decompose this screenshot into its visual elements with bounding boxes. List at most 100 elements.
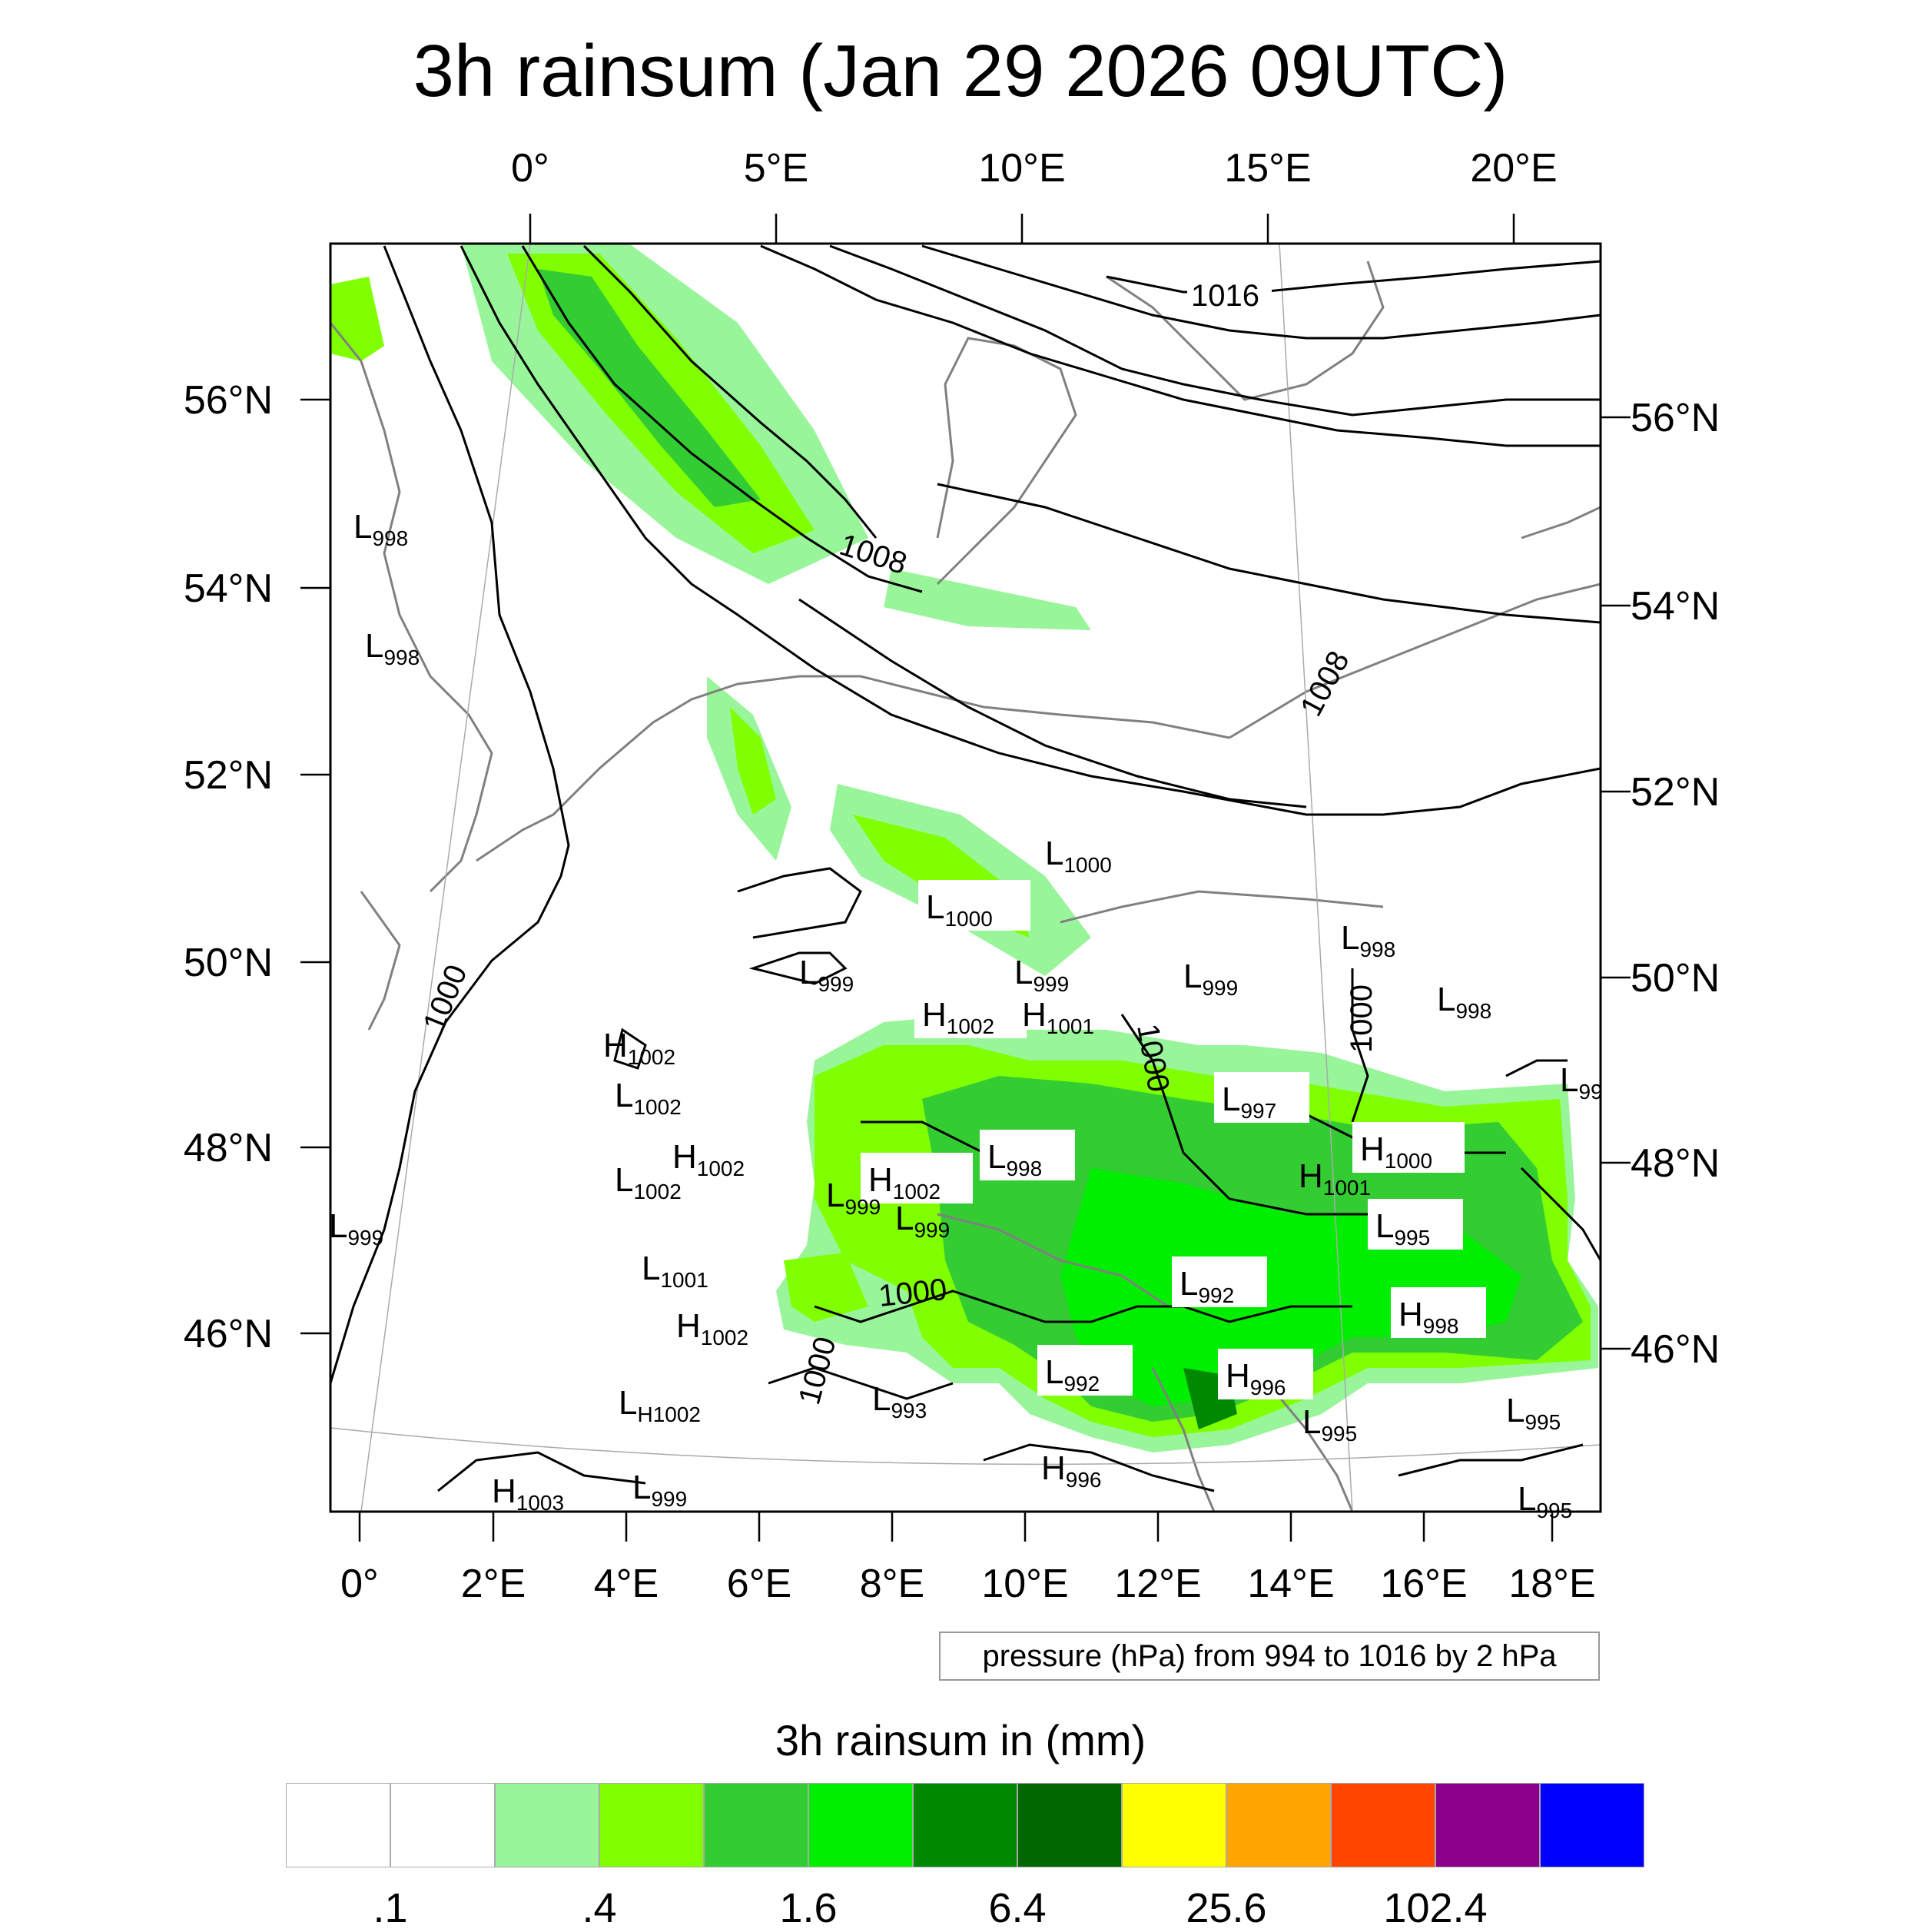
pressure-center-box bbox=[1218, 1349, 1313, 1399]
low-pressure-center: L995 bbox=[1302, 1403, 1357, 1446]
high-pressure-center: H996 bbox=[1226, 1357, 1286, 1399]
isobar-label: 1000 bbox=[877, 1273, 948, 1313]
high-pressure-center: H1000 bbox=[1360, 1130, 1432, 1173]
low-pressure-center: L995 bbox=[1375, 1207, 1430, 1250]
right-axis-label: 54°N bbox=[1631, 584, 1720, 629]
colorbar bbox=[286, 1783, 1644, 1867]
bottom-axis-label: 4°E bbox=[594, 1562, 659, 1606]
bottom-axis-label: 12°E bbox=[1114, 1562, 1201, 1606]
left-axis-label: 48°N bbox=[184, 1126, 273, 1170]
high-pressure-center: H1001 bbox=[1022, 996, 1094, 1038]
pressure-center-box bbox=[1037, 1345, 1133, 1396]
legend-title: 3h rainsum in (mm) bbox=[775, 1716, 1146, 1764]
low-pressure-center: L993 bbox=[872, 1380, 927, 1422]
low-pressure-center: L998 bbox=[365, 627, 420, 669]
low-pressure-center: L1000 bbox=[926, 888, 993, 931]
low-pressure-center: L999 bbox=[895, 1200, 950, 1242]
low-pressure-center: L995 bbox=[1506, 1392, 1561, 1434]
low-pressure-center: L999 bbox=[799, 954, 854, 996]
low-pressure-center: L999 bbox=[1014, 954, 1069, 996]
right-axis-label: 50°N bbox=[1631, 956, 1720, 1001]
top-axis-label: 15°E bbox=[1224, 146, 1311, 191]
right-axis-label: 52°N bbox=[1631, 770, 1720, 815]
high-pressure-center: H1001 bbox=[1299, 1157, 1371, 1200]
low-pressure-center: L998 bbox=[1341, 919, 1395, 961]
pressure-center-box bbox=[1352, 1122, 1465, 1173]
pressure-center-box bbox=[918, 880, 1030, 931]
high-pressure-center: H1002 bbox=[868, 1161, 941, 1203]
right-axis-label: 48°N bbox=[1631, 1141, 1720, 1186]
colorbar-swatch bbox=[599, 1783, 704, 1867]
bottom-axis-label: 0° bbox=[340, 1562, 379, 1606]
colorbar-label: 25.6 bbox=[1186, 1885, 1267, 1931]
tick-marks bbox=[300, 214, 1631, 1542]
top-axis-label: 20°E bbox=[1470, 146, 1557, 191]
low-pressure-center: L992 bbox=[1179, 1265, 1234, 1307]
pressure-note: pressure (hPa) from 994 to 1016 by 2 hPa bbox=[939, 1632, 1600, 1681]
pressure-centers: L998L998L999H1002L1002H1002L1002L1001H10… bbox=[329, 508, 1603, 1522]
plot-frame bbox=[329, 242, 1602, 1513]
left-axis-labels: 56°N 54°N 52°N 50°N 48°N 46°N bbox=[184, 378, 273, 1356]
top-axis-label: 10°E bbox=[978, 146, 1065, 191]
high-pressure-center: H1002 bbox=[672, 1138, 745, 1180]
low-pressure-center: L999 bbox=[826, 1177, 881, 1219]
colorbar-swatch bbox=[286, 1783, 390, 1867]
left-axis-label: 50°N bbox=[184, 941, 273, 985]
low-pressure-center: L998 bbox=[353, 508, 408, 550]
colorbar-swatch bbox=[390, 1783, 495, 1867]
colorbar-swatch bbox=[1122, 1783, 1226, 1867]
isobar-label: 1000 bbox=[1345, 984, 1379, 1053]
pressure-center-box bbox=[1214, 1072, 1309, 1123]
bottom-axis-label: 8°E bbox=[860, 1562, 924, 1606]
top-axis-label: 5°E bbox=[744, 146, 808, 191]
pressure-center-box bbox=[1172, 1256, 1267, 1307]
right-axis-label: 56°N bbox=[1631, 396, 1720, 440]
high-pressure-center: H1003 bbox=[492, 1472, 564, 1515]
bottom-axis-labels: 0° 2°E 4°E 6°E 8°E 10°E 12°E 14°E 16°E 1… bbox=[340, 1562, 1596, 1606]
isobars bbox=[330, 244, 1601, 1492]
high-pressure-center: H1002 bbox=[922, 996, 994, 1038]
colorbar-label: .4 bbox=[582, 1885, 617, 1931]
low-pressure-center: LH1002 bbox=[619, 1384, 701, 1426]
colorbar-label: .1 bbox=[373, 1885, 408, 1931]
low-pressure-center: L992 bbox=[1045, 1353, 1100, 1396]
low-pressure-center: L999 bbox=[632, 1469, 687, 1511]
colorbar-labels: .1 .4 1.6 6.4 25.6 102.4 bbox=[0, 1884, 1921, 1931]
isobar-label: 1016 bbox=[1191, 279, 1259, 313]
bottom-axis-label: 14°E bbox=[1247, 1562, 1334, 1606]
colorbar-swatch bbox=[495, 1783, 599, 1867]
pressure-center-box bbox=[914, 988, 1027, 1038]
colorbar-label: 6.4 bbox=[988, 1885, 1047, 1931]
bottom-axis-label: 6°E bbox=[727, 1562, 791, 1606]
pressure-center-box bbox=[1368, 1199, 1463, 1250]
colorbar-swatch bbox=[1435, 1783, 1540, 1867]
colorbar-swatch bbox=[1540, 1783, 1644, 1867]
low-pressure-center: L1001 bbox=[642, 1250, 708, 1292]
high-pressure-center: H1002 bbox=[676, 1307, 748, 1349]
colorbar-swatch bbox=[704, 1783, 808, 1867]
colorbar-label: 1.6 bbox=[779, 1885, 838, 1931]
colorbar-label: 102.4 bbox=[1383, 1885, 1488, 1931]
left-axis-label: 56°N bbox=[184, 378, 273, 423]
high-pressure-center: H996 bbox=[1041, 1449, 1102, 1492]
low-pressure-center: L998 bbox=[1437, 981, 1491, 1023]
colorbar-swatch bbox=[1331, 1783, 1435, 1867]
low-pressure-center: L998 bbox=[987, 1138, 1042, 1180]
bottom-axis-label: 18°E bbox=[1508, 1562, 1595, 1606]
bottom-axis-label: 2°E bbox=[461, 1562, 526, 1606]
low-pressure-center: L1002 bbox=[615, 1161, 682, 1203]
pressure-center-box bbox=[980, 1130, 1075, 1180]
right-axis-labels: 56°N 54°N 52°N 50°N 48°N 46°N bbox=[1631, 396, 1720, 1372]
top-axis-labels: 0° 5°E 10°E 15°E 20°E bbox=[511, 146, 1558, 191]
low-pressure-center: L997 bbox=[1222, 1081, 1276, 1123]
low-pressure-center: L995 bbox=[1518, 1480, 1572, 1522]
graticule bbox=[330, 244, 1601, 1512]
colorbar-swatch bbox=[1226, 1783, 1331, 1867]
low-pressure-center: L1002 bbox=[615, 1077, 682, 1119]
right-axis-label: 46°N bbox=[1631, 1327, 1720, 1372]
map-title: 3h rainsum (Jan 29 2026 09UTC) bbox=[413, 30, 1508, 112]
colorbar-swatch bbox=[1017, 1783, 1122, 1867]
coastlines bbox=[330, 261, 1601, 1512]
pressure-center-box bbox=[861, 1153, 973, 1203]
